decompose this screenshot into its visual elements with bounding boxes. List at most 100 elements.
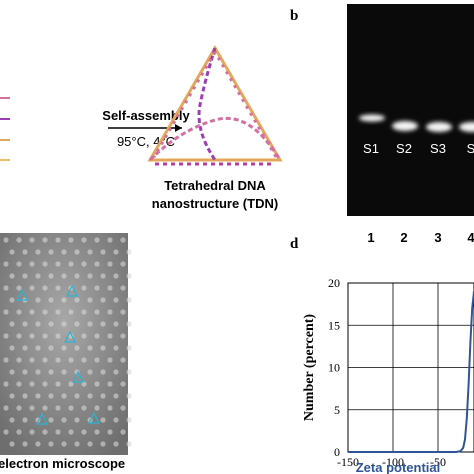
particle bbox=[113, 369, 119, 375]
particle bbox=[55, 261, 61, 267]
caption: electron microscope bbox=[0, 456, 125, 471]
gel-band bbox=[392, 121, 418, 131]
particle bbox=[35, 321, 41, 327]
x-tick-label: -50 bbox=[430, 455, 446, 469]
particle bbox=[42, 309, 48, 315]
x-tick-label: -150 bbox=[337, 455, 359, 469]
particle bbox=[9, 441, 15, 447]
particle bbox=[55, 309, 61, 315]
particle bbox=[3, 285, 9, 291]
particle bbox=[55, 405, 61, 411]
particle bbox=[42, 285, 48, 291]
particle bbox=[126, 321, 132, 327]
particle bbox=[9, 369, 15, 375]
particle bbox=[126, 441, 132, 447]
particle bbox=[61, 273, 67, 279]
particle bbox=[35, 273, 41, 279]
particle bbox=[48, 297, 54, 303]
particle bbox=[74, 297, 80, 303]
product-label: nanostructure (TDN) bbox=[152, 196, 278, 211]
particle bbox=[29, 429, 35, 435]
particle bbox=[61, 393, 67, 399]
particle bbox=[22, 249, 28, 255]
particle bbox=[29, 405, 35, 411]
particle bbox=[94, 285, 100, 291]
particle bbox=[120, 429, 126, 435]
particle bbox=[107, 333, 113, 339]
particle bbox=[126, 393, 132, 399]
lane-label: 1 bbox=[367, 230, 374, 245]
gel-band bbox=[426, 122, 452, 132]
gel bbox=[347, 4, 474, 216]
particle bbox=[22, 369, 28, 375]
particle bbox=[107, 405, 113, 411]
particle bbox=[107, 261, 113, 267]
particle bbox=[61, 321, 67, 327]
particle bbox=[9, 345, 15, 351]
particle bbox=[55, 381, 61, 387]
particle bbox=[16, 405, 22, 411]
particle bbox=[113, 417, 119, 423]
particle bbox=[22, 393, 28, 399]
particle bbox=[29, 237, 35, 243]
particle bbox=[126, 273, 132, 279]
y-tick-label: 20 bbox=[328, 276, 340, 290]
particle bbox=[107, 429, 113, 435]
x-axis-label: Zeta potential bbox=[356, 460, 441, 474]
particle bbox=[42, 405, 48, 411]
particle bbox=[126, 417, 132, 423]
particle bbox=[16, 309, 22, 315]
particle bbox=[113, 297, 119, 303]
particle bbox=[81, 309, 87, 315]
y-tick-label: 0 bbox=[334, 445, 340, 459]
particle bbox=[107, 381, 113, 387]
particle bbox=[48, 345, 54, 351]
particle bbox=[16, 237, 22, 243]
particle bbox=[61, 345, 67, 351]
particle bbox=[113, 249, 119, 255]
y-axis-label: Number (percent) bbox=[302, 314, 317, 422]
particle bbox=[126, 249, 132, 255]
particle bbox=[61, 417, 67, 423]
particle bbox=[42, 261, 48, 267]
particle bbox=[74, 273, 80, 279]
particle bbox=[35, 393, 41, 399]
particle bbox=[120, 309, 126, 315]
condition-label: 95°C, 4°C bbox=[117, 134, 175, 149]
particle bbox=[120, 357, 126, 363]
particle bbox=[107, 309, 113, 315]
particle bbox=[35, 441, 41, 447]
particle bbox=[48, 321, 54, 327]
particle bbox=[55, 333, 61, 339]
particle bbox=[100, 441, 106, 447]
particle bbox=[55, 357, 61, 363]
particle bbox=[74, 345, 80, 351]
lane-label: 4 bbox=[467, 230, 474, 245]
particle bbox=[55, 237, 61, 243]
tdn-structure bbox=[147, 45, 283, 166]
particle bbox=[74, 417, 80, 423]
panel-b: b S1 S2 S3 S bbox=[290, 4, 474, 216]
particle bbox=[94, 237, 100, 243]
particle bbox=[48, 273, 54, 279]
gel-band bbox=[359, 114, 385, 122]
band-label: S1 bbox=[363, 141, 379, 156]
particle bbox=[81, 285, 87, 291]
particle bbox=[68, 405, 74, 411]
particle bbox=[100, 249, 106, 255]
particle bbox=[16, 429, 22, 435]
particle bbox=[48, 417, 54, 423]
particle bbox=[48, 441, 54, 447]
panel-c: electron microscope bbox=[0, 233, 132, 471]
particle bbox=[9, 249, 15, 255]
particle bbox=[87, 345, 93, 351]
particle bbox=[100, 393, 106, 399]
particle bbox=[35, 249, 41, 255]
lane-label: 3 bbox=[434, 230, 441, 245]
particle bbox=[35, 297, 41, 303]
particle bbox=[61, 249, 67, 255]
particle bbox=[61, 369, 67, 375]
particle bbox=[87, 297, 93, 303]
